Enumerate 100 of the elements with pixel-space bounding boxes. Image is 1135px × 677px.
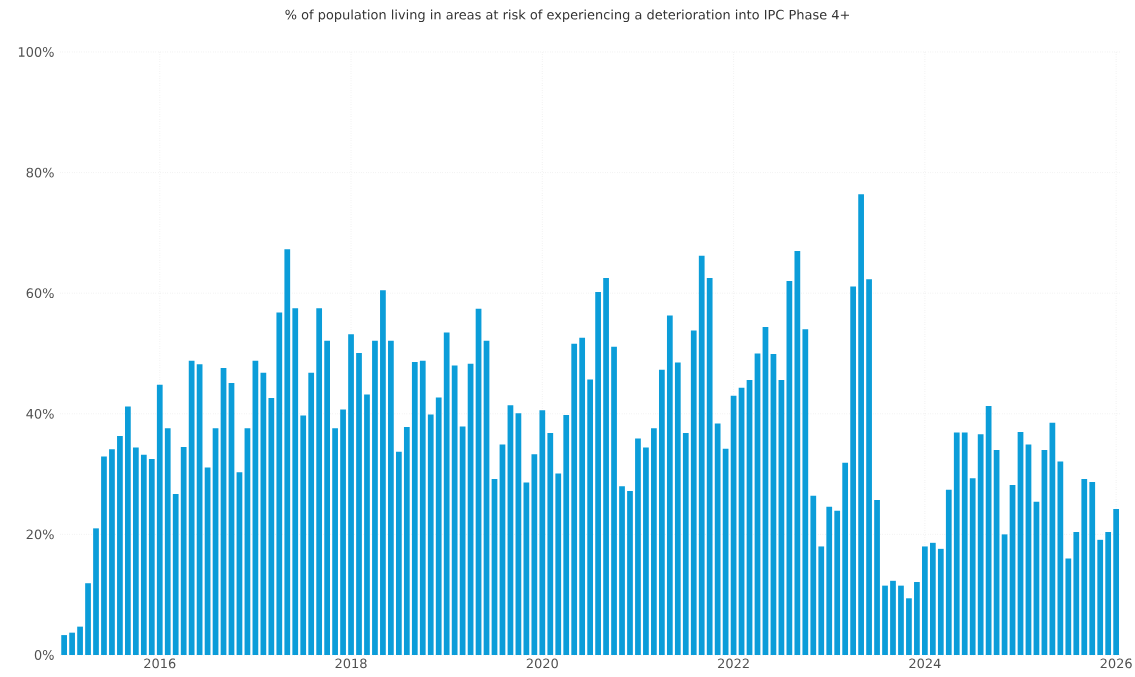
bar <box>563 414 570 655</box>
bar <box>555 473 562 655</box>
bar <box>802 329 809 655</box>
bar <box>300 415 307 655</box>
chart-title: % of population living in areas at risk of experiencing a deterioration into IPC Phase 4+ <box>285 9 850 23</box>
bar <box>85 583 91 655</box>
bar <box>914 582 920 655</box>
bar <box>643 447 649 655</box>
bar <box>810 495 817 655</box>
bar <box>794 250 801 655</box>
bar <box>395 451 402 655</box>
bar <box>380 290 386 655</box>
bar <box>674 362 681 655</box>
bar <box>714 423 721 655</box>
bar <box>403 427 410 655</box>
bar <box>619 486 625 655</box>
bar <box>603 278 609 655</box>
bar <box>276 312 283 655</box>
bar <box>882 585 888 655</box>
y-tick-label: 20% <box>26 529 54 540</box>
bar <box>148 459 155 655</box>
bar <box>1081 478 1088 655</box>
bar <box>109 449 115 655</box>
bar <box>898 585 904 655</box>
x-tick-label: 2024 <box>909 658 941 669</box>
bar <box>690 330 697 655</box>
bar <box>658 369 665 655</box>
bar <box>635 438 641 655</box>
x-tick-label: 2026 <box>1100 658 1132 669</box>
bar <box>937 548 944 655</box>
y-tick-label: 100% <box>18 47 54 57</box>
bar <box>180 446 187 655</box>
y-tick-label: 80% <box>26 167 54 178</box>
y-tick-label: 0% <box>34 650 54 660</box>
bar <box>1113 509 1120 655</box>
bar <box>101 456 107 655</box>
bar <box>929 542 936 655</box>
x-tick-label: 2022 <box>718 658 749 669</box>
bar <box>340 409 346 655</box>
bar <box>531 454 538 655</box>
bar <box>125 406 131 655</box>
bar <box>698 255 705 655</box>
bar <box>1105 531 1112 655</box>
bar <box>77 626 83 655</box>
bar <box>388 340 394 655</box>
bar <box>1089 481 1096 655</box>
bar <box>140 454 147 655</box>
bar <box>443 332 450 655</box>
bar <box>571 343 578 655</box>
bar <box>922 546 928 655</box>
bar <box>961 432 968 655</box>
bar <box>332 428 338 655</box>
bar <box>706 278 713 655</box>
bar <box>172 493 179 655</box>
bar <box>260 372 267 655</box>
bar <box>858 194 864 655</box>
bar <box>117 436 123 655</box>
bar <box>164 428 171 655</box>
bar <box>348 334 354 655</box>
bar <box>611 346 617 655</box>
bar <box>539 410 546 655</box>
bar <box>268 398 275 655</box>
bar <box>587 379 593 655</box>
bar <box>547 433 554 655</box>
bar <box>427 414 434 655</box>
bar <box>850 286 857 655</box>
bar <box>284 249 291 655</box>
bar <box>93 528 99 655</box>
bar <box>1057 461 1064 655</box>
bar <box>834 510 841 655</box>
bar <box>579 337 586 655</box>
y-tick-label: 40% <box>26 408 54 419</box>
bar <box>435 397 442 655</box>
bar <box>818 546 825 655</box>
x-tick-label: 2016 <box>144 658 176 669</box>
bar <box>364 394 370 655</box>
bar <box>651 428 657 655</box>
bar <box>595 291 601 655</box>
bar <box>132 447 139 655</box>
x-tick-label: 2018 <box>335 658 367 669</box>
bar <box>866 279 872 655</box>
bar <box>627 490 633 655</box>
bar <box>969 478 976 655</box>
bar <box>451 365 458 655</box>
bar <box>977 434 984 655</box>
bar <box>890 580 896 655</box>
bar <box>906 598 912 655</box>
bar <box>842 462 849 655</box>
bar <box>953 432 960 655</box>
bar <box>945 489 952 655</box>
bar <box>1065 558 1072 655</box>
bar <box>682 433 689 655</box>
bar <box>419 360 426 655</box>
bar <box>324 340 330 655</box>
bar <box>156 384 163 655</box>
bar <box>61 635 67 655</box>
x-tick-label: 2020 <box>526 658 558 669</box>
bar <box>292 308 299 655</box>
bar <box>372 340 378 655</box>
bar <box>69 632 75 655</box>
